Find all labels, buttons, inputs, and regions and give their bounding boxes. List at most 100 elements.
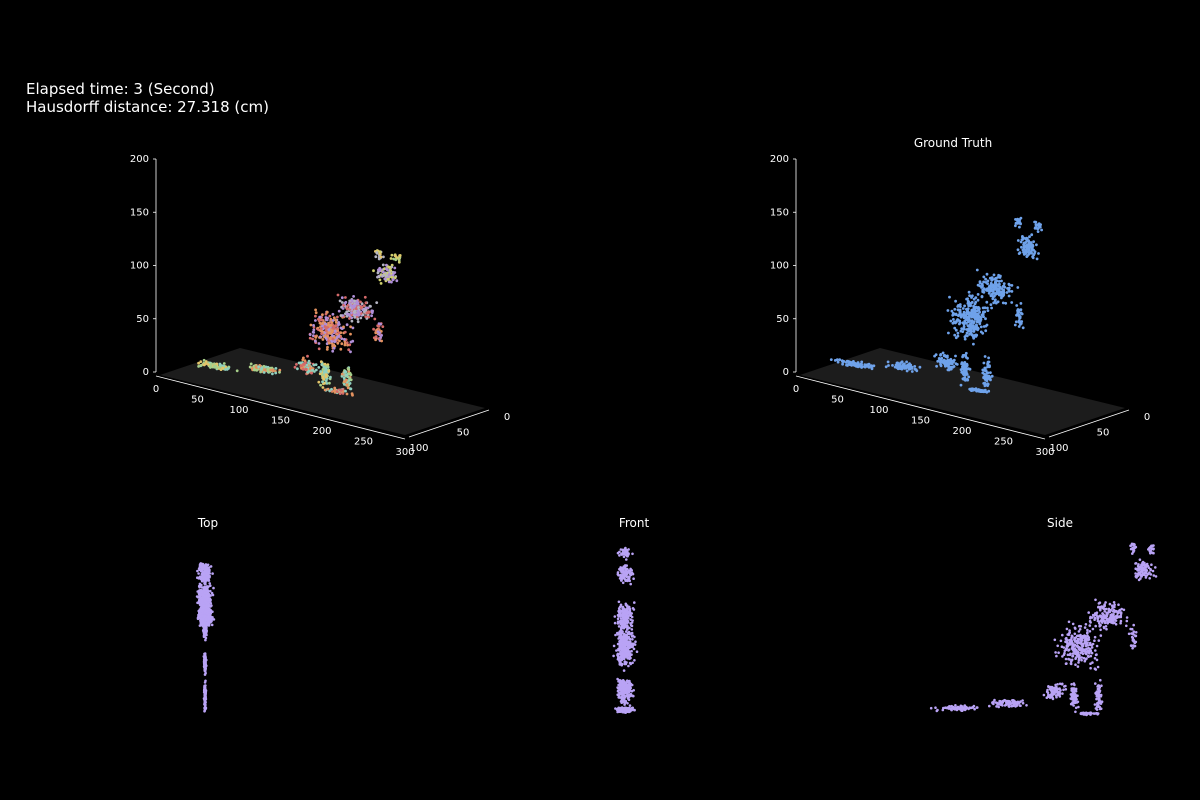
data-point: [624, 638, 627, 642]
data-point: [1065, 662, 1068, 665]
data-point: [1018, 704, 1022, 707]
data-point: [205, 563, 208, 567]
data-point: [621, 696, 624, 700]
data-point: [959, 368, 963, 371]
data-point: [361, 313, 365, 317]
data-point: [1134, 631, 1138, 634]
data-point: [302, 356, 305, 360]
data-point: [1038, 225, 1042, 229]
data-point: [625, 709, 629, 713]
data-point: [337, 323, 341, 326]
data-point: [1046, 691, 1050, 694]
data-point: [198, 603, 202, 606]
data-point: [325, 382, 329, 385]
data-point: [203, 599, 207, 603]
data-point: [1088, 652, 1091, 655]
data-point: [259, 370, 262, 374]
data-point: [965, 312, 969, 316]
data-point: [383, 277, 387, 281]
data-point: [626, 626, 629, 630]
data-point: [628, 575, 631, 579]
data-point: [1105, 607, 1108, 611]
data-point: [346, 367, 350, 370]
data-point: [227, 367, 230, 370]
data-point: [1094, 653, 1098, 657]
data-point: [973, 302, 977, 306]
data-point: [1071, 635, 1074, 638]
data-point: [969, 301, 973, 305]
data-point: [319, 370, 323, 373]
data-point: [348, 301, 351, 305]
data-point: [252, 368, 256, 372]
data-point: [320, 318, 324, 322]
data-point: [1032, 240, 1035, 243]
data-point: [829, 358, 833, 361]
data-point: [1087, 611, 1090, 614]
data-point: [996, 300, 1000, 304]
data-point: [321, 373, 324, 377]
data-point: [631, 661, 634, 665]
data-point: [209, 620, 212, 624]
data-point: [202, 604, 206, 607]
data-point: [972, 704, 976, 708]
data-point: [1035, 257, 1039, 261]
data-point: [918, 365, 922, 369]
data-point: [356, 309, 360, 313]
data-point: [1079, 647, 1083, 651]
data-point: [380, 334, 383, 337]
data-point: [1018, 225, 1021, 229]
data-point: [1145, 574, 1149, 577]
data-point: [359, 316, 363, 320]
data-point: [203, 710, 206, 713]
data-point: [1116, 610, 1119, 614]
data-point: [321, 324, 324, 328]
data-point: [965, 362, 969, 366]
data-point: [318, 335, 322, 339]
data-point: [206, 615, 210, 618]
data-point: [986, 279, 990, 283]
data-point: [1097, 701, 1100, 704]
data-point: [266, 368, 269, 371]
data-point: [989, 371, 992, 374]
data-point: [1004, 699, 1007, 702]
data-point: [954, 328, 958, 332]
data-point: [630, 628, 634, 631]
data-point: [942, 360, 946, 363]
data-point: [622, 552, 625, 556]
data-point: [860, 363, 863, 367]
data-point: [204, 360, 208, 363]
data-point: [1093, 657, 1097, 660]
data-point: [1033, 252, 1036, 255]
data-point: [357, 313, 361, 317]
data-point: [962, 353, 966, 357]
data-point: [621, 635, 625, 639]
data-point: [628, 637, 632, 641]
data-point: [344, 378, 348, 382]
data-point: [847, 362, 851, 366]
data-point: [1149, 567, 1152, 571]
data-point: [262, 364, 266, 368]
data-point: [301, 367, 305, 371]
data-point: [1061, 655, 1064, 658]
data-point: [982, 382, 986, 385]
data-point: [353, 311, 356, 314]
data-point: [343, 343, 347, 347]
data-point: [939, 363, 942, 366]
data-point: [345, 307, 349, 311]
data-point: [335, 390, 339, 393]
data-point: [1025, 704, 1028, 707]
data-point: [1049, 693, 1052, 696]
data-point: [333, 389, 336, 393]
data-point: [946, 309, 950, 312]
data-point: [203, 569, 207, 572]
data-point: [329, 375, 332, 379]
data-point: [381, 270, 385, 274]
data-point: [1070, 687, 1073, 690]
data-point: [976, 298, 980, 302]
data-point: [965, 297, 968, 301]
data-point: [382, 274, 386, 277]
data-point: [1052, 692, 1056, 696]
data-point: [205, 587, 208, 590]
data-point: [615, 649, 618, 652]
data-point: [334, 321, 338, 324]
